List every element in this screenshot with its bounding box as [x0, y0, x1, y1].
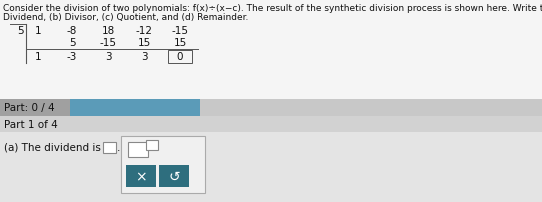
- Text: -8: -8: [67, 26, 77, 36]
- FancyBboxPatch shape: [159, 165, 189, 187]
- Text: 3: 3: [141, 52, 147, 62]
- Text: 0: 0: [177, 52, 183, 62]
- Text: Consider the division of two polynomials: f(x)÷(x−c). The result of the syntheti: Consider the division of two polynomials…: [3, 4, 542, 13]
- FancyBboxPatch shape: [121, 136, 205, 193]
- FancyBboxPatch shape: [103, 142, 116, 153]
- Text: 1: 1: [35, 52, 41, 62]
- Text: .: .: [117, 142, 120, 152]
- FancyBboxPatch shape: [128, 142, 148, 157]
- Text: ↺: ↺: [168, 169, 180, 183]
- Text: -3: -3: [67, 52, 77, 62]
- Text: 15: 15: [137, 38, 151, 48]
- Text: 1: 1: [35, 26, 41, 36]
- FancyBboxPatch shape: [0, 100, 70, 116]
- FancyBboxPatch shape: [0, 132, 542, 202]
- Text: ×: ×: [135, 169, 147, 183]
- Text: -15: -15: [171, 26, 189, 36]
- Text: 3: 3: [105, 52, 111, 62]
- FancyBboxPatch shape: [0, 116, 542, 132]
- Text: -15: -15: [100, 38, 117, 48]
- Text: 5: 5: [17, 26, 23, 36]
- FancyBboxPatch shape: [126, 165, 156, 187]
- Text: (a) The dividend is: (a) The dividend is: [4, 142, 101, 152]
- FancyBboxPatch shape: [0, 100, 542, 116]
- Text: Dividend, (b) Divisor, (c) Quotient, and (d) Remainder.: Dividend, (b) Divisor, (c) Quotient, and…: [3, 13, 248, 22]
- FancyBboxPatch shape: [70, 100, 200, 116]
- Text: Part: 0 / 4: Part: 0 / 4: [4, 102, 55, 113]
- Text: 18: 18: [101, 26, 114, 36]
- Text: 5: 5: [69, 38, 75, 48]
- FancyBboxPatch shape: [146, 140, 158, 150]
- Text: 15: 15: [173, 38, 186, 48]
- FancyBboxPatch shape: [0, 0, 542, 100]
- Text: -12: -12: [136, 26, 152, 36]
- Text: Part 1 of 4: Part 1 of 4: [4, 119, 58, 129]
